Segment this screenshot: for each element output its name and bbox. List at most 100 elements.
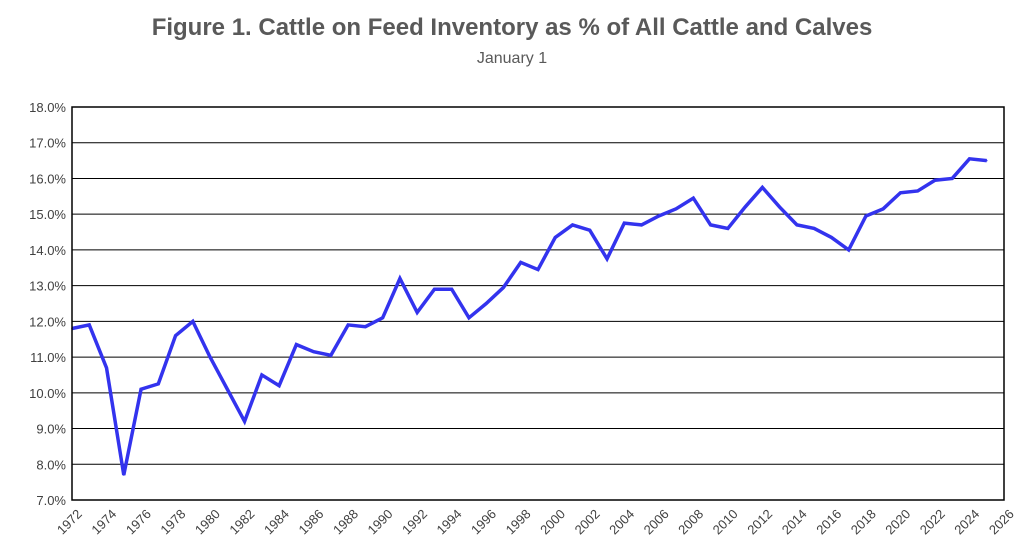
data-point: [761, 186, 764, 189]
x-tick-label: 2020: [882, 506, 913, 537]
data-point: [174, 334, 177, 337]
data-point: [744, 206, 746, 208]
data-point: [226, 388, 229, 391]
y-tick-label: 11.0%: [30, 350, 66, 365]
data-point: [295, 343, 298, 346]
data-point: [243, 420, 246, 423]
data-point: [330, 354, 332, 357]
x-tick-label: 2014: [779, 506, 810, 537]
x-tick-label: 1972: [54, 506, 85, 537]
data-point: [192, 320, 194, 323]
x-tick-label: 2016: [813, 506, 844, 537]
data-point: [312, 350, 315, 353]
data-point: [416, 311, 418, 314]
data-point: [606, 258, 608, 260]
x-tick-label: 1990: [365, 506, 396, 537]
x-tick-label: 2002: [572, 506, 603, 537]
gridlines: [72, 106, 1004, 501]
chart-subtitle: January 1: [476, 50, 548, 67]
data-point: [209, 356, 211, 358]
data-point: [105, 367, 108, 369]
x-tick-label: 1998: [503, 506, 534, 537]
x-tick-label: 1996: [468, 506, 499, 537]
data-point: [968, 158, 971, 160]
data-point: [88, 324, 91, 326]
x-tick-label: 1980: [192, 506, 223, 537]
x-tick-label: 1978: [157, 506, 188, 537]
x-tick-label: 1974: [88, 506, 119, 537]
data-point: [709, 224, 712, 226]
x-tick-label: 2026: [986, 506, 1017, 537]
data-point: [658, 215, 660, 217]
x-tick-label: 2012: [744, 506, 775, 537]
data-point: [554, 236, 557, 239]
x-tick-label: 1994: [434, 506, 465, 537]
data-point: [882, 208, 884, 210]
data-point: [433, 288, 436, 291]
plot-frame: [71, 106, 1005, 501]
data-point: [813, 227, 815, 230]
series-line: [71, 156, 987, 476]
y-tick-label: 18.0%: [29, 100, 66, 115]
data-point: [381, 316, 384, 319]
data-point: [122, 474, 125, 476]
y-tick-label: 7.0%: [36, 493, 66, 508]
x-tick-label: 2024: [951, 506, 982, 537]
chart-title: Figure 1. Cattle on Feed Inventory as % …: [151, 14, 873, 41]
data-point: [623, 222, 626, 224]
y-tick-label: 13.0%: [29, 279, 66, 294]
y-tick-label: 9.0%: [36, 422, 66, 437]
data-point: [364, 325, 367, 328]
data-point: [899, 191, 902, 194]
data-point: [519, 261, 522, 264]
data-point: [830, 236, 833, 239]
data-point: [399, 277, 401, 280]
x-axis-ticks: 1972 1974 1976 1978 1980 1982 1984 1986 1988 1990…: [54, 506, 1017, 537]
data-point: [951, 177, 954, 180]
y-tick-label: 10.0%: [29, 386, 66, 401]
data-point: [157, 383, 160, 385]
x-tick-label: 1976: [123, 506, 154, 537]
x-tick-label: 1986: [295, 506, 326, 537]
data-point: [640, 224, 643, 226]
data-point: [588, 229, 591, 232]
data-point: [571, 224, 574, 226]
data-point: [261, 374, 263, 376]
y-axis-ticks: 7.0% 8.0% 9.0% 10.0% 11.0% 12.0% 13.0% 14.0% 15.…: [29, 100, 66, 508]
y-tick-label: 16.0%: [29, 171, 66, 186]
data-point: [796, 224, 798, 226]
data-point: [847, 249, 850, 251]
y-tick-label: 17.0%: [29, 136, 66, 151]
data-point: [485, 302, 488, 305]
data-point: [468, 316, 470, 319]
x-tick-label: 2008: [675, 506, 706, 537]
data-point: [347, 324, 349, 326]
data-point: [865, 215, 867, 217]
data-point: [675, 208, 677, 210]
data-point: [140, 388, 142, 391]
x-tick-label: 2022: [917, 506, 948, 537]
y-tick-label: 8.0%: [36, 457, 66, 472]
data-point: [916, 190, 919, 192]
y-tick-label: 15.0%: [29, 207, 66, 222]
data-point: [727, 227, 729, 230]
data-point: [934, 179, 936, 182]
x-tick-label: 1984: [261, 506, 292, 537]
x-tick-label: 2000: [537, 506, 568, 537]
x-tick-label: 1988: [330, 506, 361, 537]
x-tick-label: 1982: [226, 506, 257, 537]
data-point: [778, 206, 781, 208]
data-point: [985, 159, 988, 162]
x-tick-label: 2004: [606, 506, 637, 537]
data-point: [502, 286, 505, 289]
data-point: [278, 384, 280, 387]
series-layer: [71, 156, 988, 476]
data-point: [692, 197, 695, 199]
data-point: [450, 288, 453, 291]
data-point: [537, 268, 539, 271]
x-tick-label: 2018: [848, 506, 879, 537]
x-tick-label: 1992: [399, 506, 430, 537]
x-tick-label: 2006: [641, 506, 672, 537]
x-tick-label: 2010: [710, 506, 741, 537]
